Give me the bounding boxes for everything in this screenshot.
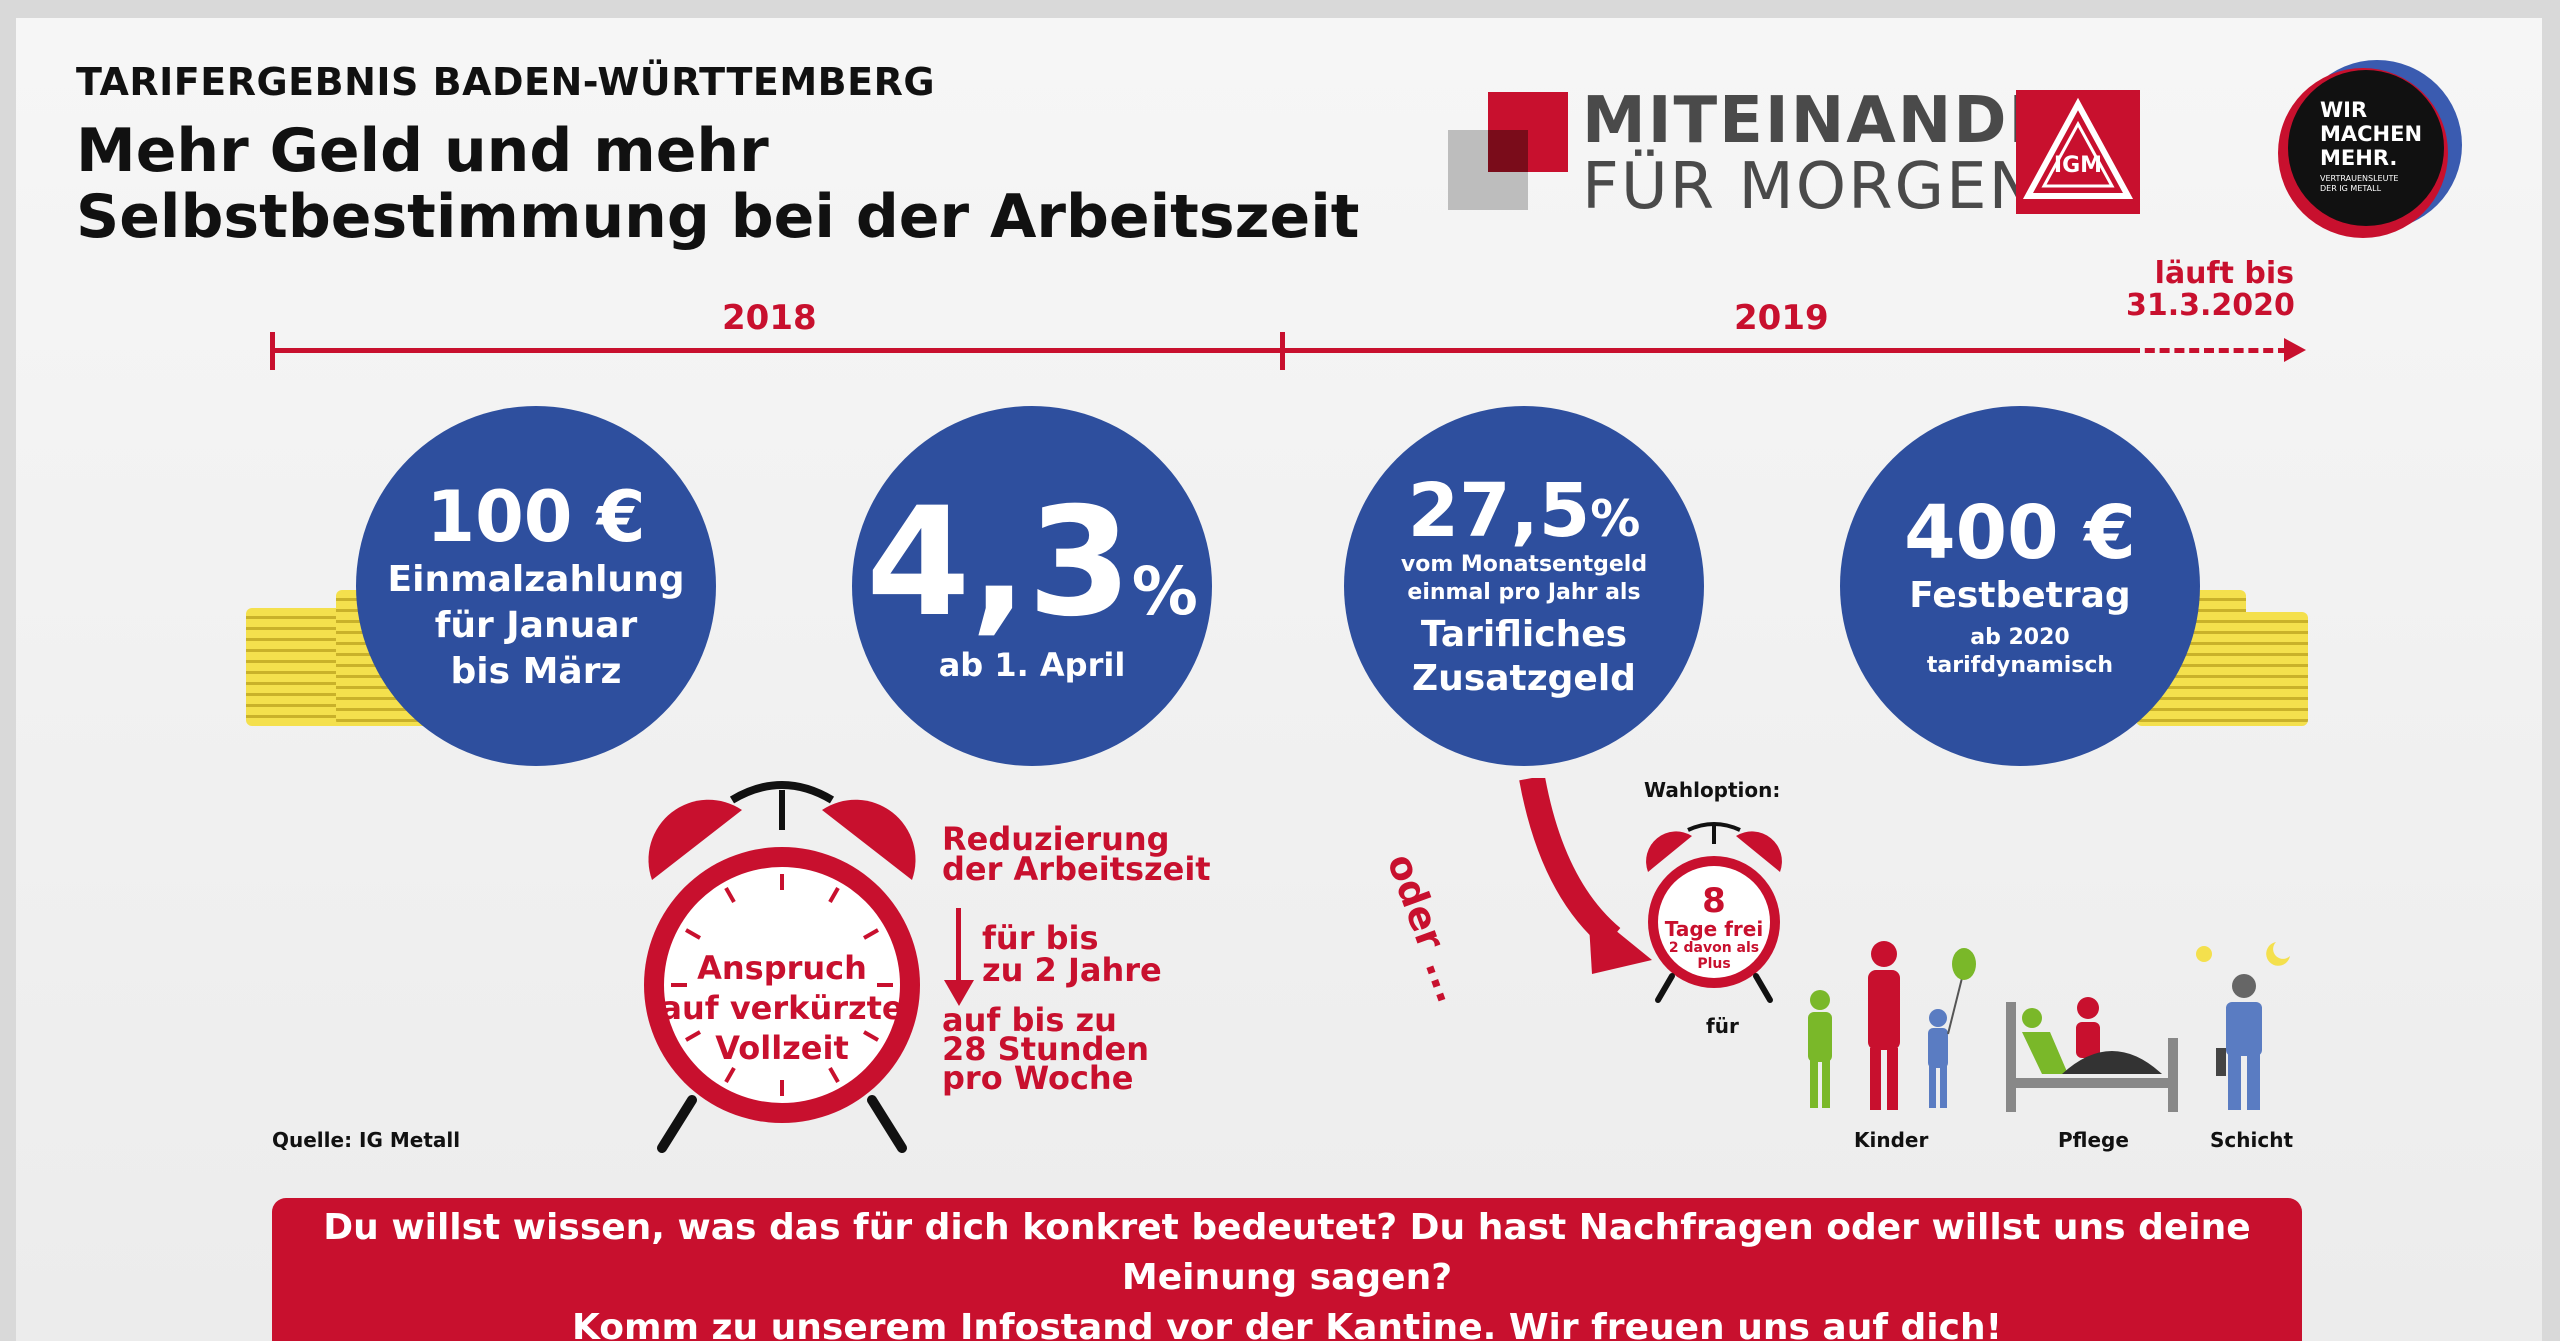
svg-text:IGM: IGM (2054, 153, 2102, 178)
circle-1-line-2: für Januar (434, 605, 638, 646)
circle-3-line-2: Zusatzgeld (1412, 658, 1636, 699)
timeline-dashed (2130, 348, 2288, 353)
clock-text-2: auf verkürzte (660, 989, 904, 1027)
badge: WIR MACHEN MEHR. VERTRAUENSLEUTE DER IG … (2288, 70, 2444, 226)
badge-line-1: WIR (2320, 98, 2368, 122)
circle-3-line-1: Tarifliches (1420, 614, 1628, 655)
kicker: TARIFERGEBNIS BADEN-WÜRTTEMBERG (76, 60, 936, 104)
reduction-duration: für bis zu 2 Jahre (982, 922, 1162, 986)
circle-2-line-1: ab 1. April (938, 646, 1126, 684)
schicht-label: Schicht (2210, 1128, 2294, 1152)
banner-line-1: Du willst wissen, was das für dich konkr… (323, 1207, 2251, 1298)
circle-festbetrag: 400 € Festbetrag ab 2020 tarifdynamisch (1840, 406, 2200, 766)
circle-3-small-2: einmal pro Jahr als (1407, 580, 1641, 605)
infographic-sheet: TARIFERGEBNIS BADEN-WÜRTTEMBERG Mehr Gel… (16, 18, 2542, 1341)
circle-einmalzahlung: 100 € Einmalzahlung für Januar bis März (356, 406, 716, 766)
circle-2-value: 4,3 (866, 476, 1132, 650)
reduction-bottom-1: auf bis zu (942, 1001, 1117, 1039)
circle-2-suffix: % (1131, 553, 1198, 630)
care-bed-icon (2006, 997, 2178, 1112)
circle-3-suffix: % (1590, 490, 1641, 548)
fuer-label: für (1706, 1014, 1739, 1038)
circle-4-small-2: tarifdynamisch (1926, 653, 2114, 678)
circle-3-value: 27,5 (1407, 468, 1591, 554)
circle-4-line-1: Festbetrag (1909, 575, 2131, 616)
circle-3-small-1: vom Monatsentgeld (1400, 552, 1648, 577)
ig-metall-icon: IGM (2022, 97, 2134, 199)
badge-sub-1: VERTRAUENSLEUTE (2320, 174, 2399, 183)
timeline-end-line-2: 31.3.2020 (2126, 288, 2295, 323)
banner-line-2: Komm zu unserem Infostand vor der Kantin… (571, 1307, 2003, 1341)
logo-square-overlap (1488, 130, 1528, 172)
circle-4-amount: 400 € (1904, 490, 2136, 576)
reduction-title: Reduzierung der Arbeitszeit (942, 820, 1211, 888)
circle-1-amount: 100 € (426, 476, 646, 558)
logo-line-2: FÜR MORGEN (1582, 150, 2039, 224)
circle-4-small-1: ab 2020 (1970, 625, 2070, 650)
year-2018: 2018 (722, 298, 817, 338)
days-number: 8 (1702, 881, 1726, 921)
curved-arrow-icon (1519, 778, 1652, 974)
ig-metall-logo: IGM (2016, 90, 2140, 214)
timeline-end-line-1: läuft bis (2154, 256, 2294, 291)
clock-text-1: Anspruch (697, 949, 867, 987)
small-clock-icon (1646, 822, 1782, 1003)
pflege-label: Pflege (2058, 1128, 2129, 1152)
days-label: Tage frei (1664, 917, 1764, 941)
reduction-bottom-2: 28 Stunden (942, 1030, 1149, 1068)
badge-line-2: MACHEN (2320, 122, 2423, 146)
alarm-clock-large: Anspruch auf verkürzte Vollzeit (632, 770, 932, 1160)
down-arrow-icon (944, 980, 974, 1006)
timeline-tick-mid (1280, 332, 1285, 370)
kinder-label: Kinder (1854, 1128, 1929, 1152)
oder-label: oder ... (1378, 848, 1473, 1009)
reduction-mid-1: für bis (982, 919, 1099, 957)
timeline-arrow-icon (2284, 338, 2306, 362)
timeline-line (272, 348, 2130, 353)
reduction-title-1: Reduzierung (942, 820, 1170, 858)
info-banner: Du willst wissen, was das für dich konkr… (272, 1198, 2302, 1341)
plus-line-2: Plus (1697, 956, 1731, 972)
badge-sub-2: DER IG METALL (2320, 184, 2382, 193)
year-2019: 2019 (1734, 298, 1829, 338)
plus-line-1: 2 davon als (1668, 940, 1760, 956)
wahloption-label: Wahloption: (1644, 778, 1781, 802)
headline-line-2: Selbstbestimmung bei der Arbeitszeit (76, 182, 1360, 252)
reduction-bottom-3: pro Woche (942, 1059, 1134, 1097)
headline: Mehr Geld und mehr Selbstbestimmung bei … (76, 118, 1359, 250)
source-label: Quelle: IG Metall (272, 1128, 461, 1152)
shift-worker-icon (2196, 942, 2290, 1110)
circle-zusatzgeld: 27,5 % vom Monatsentgeld einmal pro Jahr… (1344, 406, 1704, 766)
clock-text-3: Vollzeit (715, 1029, 849, 1067)
down-arrow-shaft (956, 908, 961, 988)
badge-line-3: MEHR. (2320, 146, 2398, 170)
circle-1-line-1: Einmalzahlung (387, 559, 685, 600)
circle-erhoehung: 4,3 % ab 1. April (852, 406, 1212, 766)
circle-1-line-3: bis März (450, 651, 622, 692)
headline-line-1: Mehr Geld und mehr (76, 116, 769, 186)
alarm-clock-icon (644, 781, 920, 1153)
family-icon (1808, 941, 1976, 1110)
reduction-title-2: der Arbeitszeit (942, 850, 1211, 888)
reduction-hours: auf bis zu 28 Stunden pro Woche (942, 1001, 1149, 1097)
timeline-end-label: läuft bis 31.3.2020 (2126, 256, 2295, 323)
timeline-tick-start (270, 332, 275, 370)
alarm-clock-small: 8 Tage frei 2 davon als Plus (1640, 818, 1788, 1008)
reduction-mid-2: zu 2 Jahre (982, 951, 1162, 989)
coin-stack-right-2 (2216, 612, 2308, 726)
